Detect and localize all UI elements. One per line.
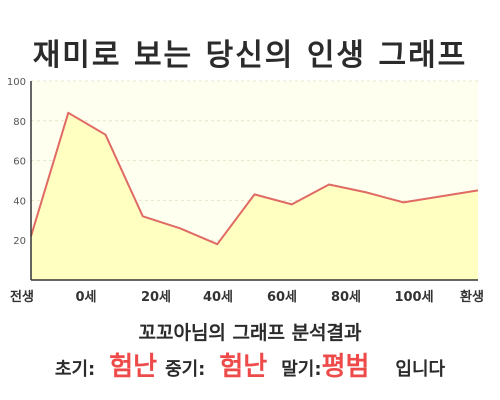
series-line: [30, 111, 479, 246]
y-tick-label: 60: [13, 157, 26, 168]
x-tick-label: 80세: [331, 290, 361, 305]
axes: [30, 81, 478, 281]
chart-title: 재미로 보는 당신의 인생 그래프: [32, 38, 468, 73]
x-tick-label: 0세: [75, 290, 96, 305]
middle-value: 험난: [219, 352, 268, 382]
x-tick-label: 20세: [141, 290, 171, 305]
late-value: 평범: [321, 352, 370, 382]
series-area: [31, 112, 478, 280]
analysis-result: 초기: 험난 중기: 험난 말기: 평범 입니다: [0, 346, 500, 383]
middle-label: 중기:: [165, 359, 206, 380]
late-label: 말기:: [281, 359, 322, 380]
x-tick-label: 전생: [10, 289, 34, 305]
early-value: 험난: [109, 352, 158, 382]
result-suffix: 입니다: [395, 359, 446, 380]
x-tick-label: 100세: [394, 290, 433, 305]
early-label: 초기:: [54, 359, 96, 380]
y-tick-label: 100: [7, 77, 26, 88]
y-tick-label: 40: [13, 196, 26, 207]
x-tick-label: 환생: [460, 289, 484, 305]
analysis-title: 꼬꼬아님의 그래프 분석결과: [138, 322, 362, 344]
y-tick-label: 80: [13, 117, 26, 128]
x-tick-label: 60세: [267, 290, 297, 305]
y-tick-label: 20: [13, 236, 26, 247]
x-tick-label: 40세: [203, 290, 233, 305]
x-tick-labels: 전생 0세 20세 40세 60세 80세 100세 환생: [10, 289, 484, 305]
y-tick-labels: 20 40 60 80 100: [7, 77, 26, 247]
